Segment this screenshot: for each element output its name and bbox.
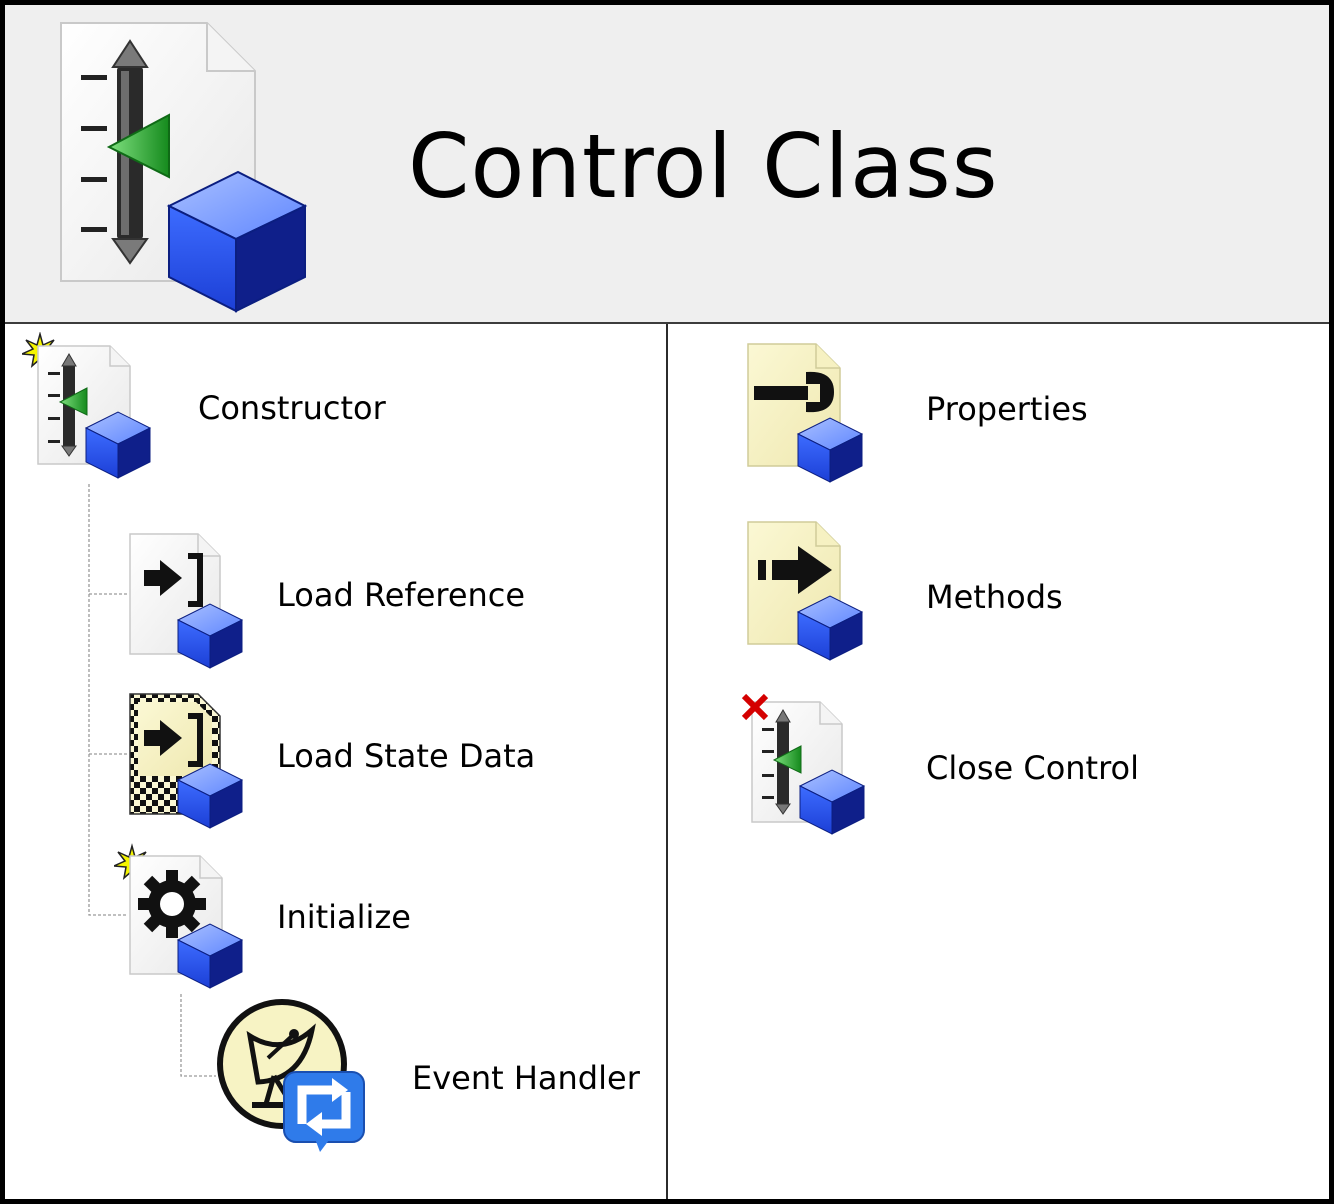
load-state-data-label: Load State Data xyxy=(277,737,536,775)
constructor-label: Constructor xyxy=(198,389,386,427)
page-title: Control Class xyxy=(408,115,999,218)
initialize-label: Initialize xyxy=(277,898,411,936)
methods-label: Methods xyxy=(926,578,1063,616)
properties-label: Properties xyxy=(926,390,1088,428)
load-reference-label: Load Reference xyxy=(277,576,526,614)
close-control-icon xyxy=(741,693,866,835)
event-handler-satellite-icon xyxy=(217,999,365,1152)
event-handler-label: Event Handler xyxy=(412,1059,640,1097)
initialize-gear-icon xyxy=(114,843,244,989)
header: Control Class xyxy=(5,5,1329,324)
methods-arrow-icon xyxy=(747,521,864,661)
properties-wrench-icon xyxy=(747,343,864,483)
column-divider xyxy=(666,324,668,1199)
load-state-data-icon xyxy=(129,693,244,829)
close-control-label: Close Control xyxy=(926,749,1140,787)
control-constructor-icon xyxy=(22,332,152,479)
load-reference-icon xyxy=(129,533,244,669)
control-class-icon xyxy=(60,22,308,313)
